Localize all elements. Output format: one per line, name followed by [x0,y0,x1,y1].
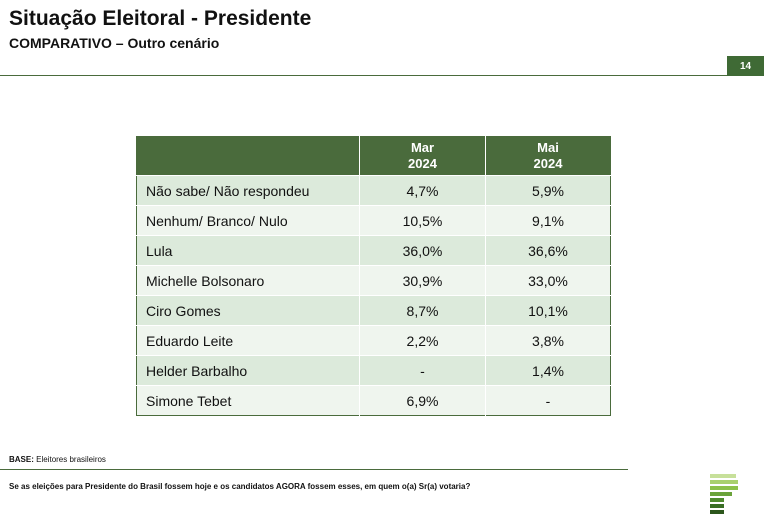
candidate-label: Michelle Bolsonaro [136,265,360,296]
value-mar: 36,0% [359,235,486,266]
candidate-label: Helder Barbalho [136,355,360,386]
header-candidate-column [136,136,360,176]
base-text: Eleitores brasileiros [36,455,106,464]
candidate-label: Lula [136,235,360,266]
table-header-row: Mar 2024 Mai 2024 [136,136,611,176]
table-row: Ciro Gomes 8,7% 10,1% [136,295,611,326]
value-mai: 1,4% [485,355,611,386]
header-mai-2024: Mai 2024 [485,136,611,176]
table-row: Não sabe/ Não respondeu 4,7% 5,9% [136,175,611,206]
value-mai: 9,1% [485,205,611,236]
table-row: Michelle Bolsonaro 30,9% 33,0% [136,265,611,296]
value-mar: 30,9% [359,265,486,296]
value-mar: 6,9% [359,385,486,416]
table-row: Helder Barbalho - 1,4% [136,355,611,386]
candidate-label: Não sabe/ Não respondeu [136,175,360,206]
brand-logo-icon [710,474,738,514]
survey-question: Se as eleições para Presidente do Brasil… [9,482,471,491]
footer-divider [0,469,628,470]
page-number-badge: 14 [727,56,764,76]
value-mar: 2,2% [359,325,486,356]
page-title: Situação Eleitoral - Presidente [9,7,312,30]
value-mai: 33,0% [485,265,611,296]
table-row: Eduardo Leite 2,2% 3,8% [136,325,611,356]
header-year: 2024 [533,156,563,171]
value-mai: 36,6% [485,235,611,266]
value-mar: 4,7% [359,175,486,206]
candidate-label: Ciro Gomes [136,295,360,326]
value-mar: - [359,355,486,386]
candidate-label: Eduardo Leite [136,325,360,356]
header-divider [0,75,727,76]
page-subtitle: COMPARATIVO – Outro cenário [9,35,220,51]
base-label: BASE: [9,455,34,464]
value-mai: 10,1% [485,295,611,326]
value-mar: 8,7% [359,295,486,326]
table-row: Nenhum/ Branco/ Nulo 10,5% 9,1% [136,205,611,236]
table-row: Simone Tebet 6,9% - [136,385,611,416]
value-mar: 10,5% [359,205,486,236]
header-month: Mar [410,140,435,155]
comparison-table: Mar 2024 Mai 2024 Não sabe/ Não responde… [136,136,611,416]
base-note: BASE: Eleitores brasileiros [9,455,106,464]
value-mai: 5,9% [485,175,611,206]
table-row: Lula 36,0% 36,6% [136,235,611,266]
value-mai: - [485,385,611,416]
value-mai: 3,8% [485,325,611,356]
header-mar-2024: Mar 2024 [359,136,486,176]
header-month: Mai [537,140,559,155]
candidate-label: Nenhum/ Branco/ Nulo [136,205,360,236]
header-year: 2024 [408,156,437,171]
candidate-label: Simone Tebet [136,385,360,416]
